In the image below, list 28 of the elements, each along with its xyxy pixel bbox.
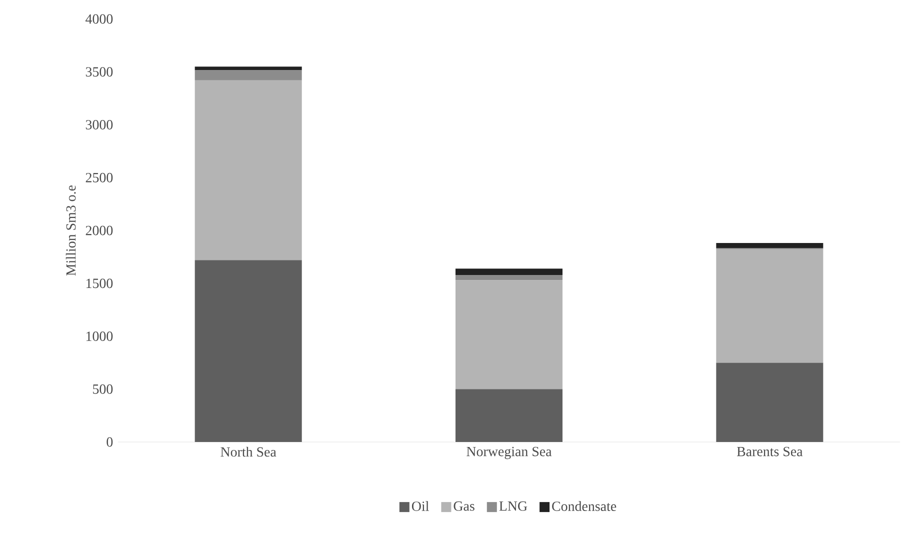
y-tick-label: 1000 bbox=[86, 332, 113, 341]
bar bbox=[456, 275, 563, 280]
bar bbox=[194, 70, 302, 80]
y-tick-label: 3500 bbox=[86, 67, 113, 77]
bar bbox=[456, 268, 563, 276]
y-tick-label: 2000 bbox=[86, 226, 113, 236]
x-tick-label: Norwegian Sea bbox=[466, 446, 552, 460]
bar bbox=[194, 260, 302, 442]
y-tick-label: 4000 bbox=[86, 14, 113, 24]
bar bbox=[456, 389, 563, 442]
bar bbox=[194, 66, 302, 70]
legend-label: LNG bbox=[499, 501, 528, 511]
y-tick-label: 3000 bbox=[86, 120, 113, 130]
legend-label: Oil bbox=[412, 501, 429, 511]
x-tick-label: North Sea bbox=[220, 446, 276, 457]
bar bbox=[716, 249, 824, 363]
bar bbox=[194, 80, 302, 260]
bar bbox=[716, 242, 824, 248]
bar bbox=[716, 362, 824, 442]
legend-label: Condensate bbox=[552, 501, 616, 511]
x-tick-label: Barents Sea bbox=[736, 446, 803, 456]
bar bbox=[456, 280, 563, 390]
y-tick-label: 0 bbox=[106, 437, 113, 447]
y-tick-label: 1500 bbox=[86, 278, 113, 288]
legend-label: Gas bbox=[454, 501, 474, 511]
y-tick-label: 500 bbox=[93, 384, 113, 394]
y-axis-title: Million Sm3 o.e bbox=[66, 185, 76, 276]
y-tick-label: 2500 bbox=[86, 172, 113, 182]
